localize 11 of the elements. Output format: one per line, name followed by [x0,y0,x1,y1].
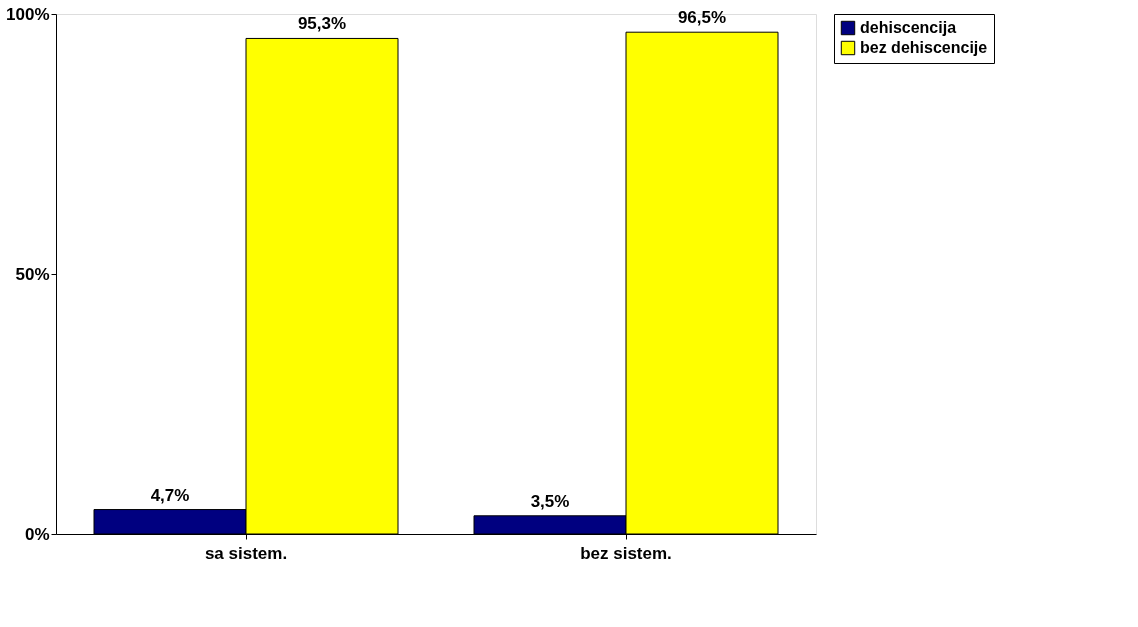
data-label: 4,7% [150,485,190,505]
data-label: 96,5% [677,8,727,28]
legend-label: bez dehiscencije [860,39,988,56]
x-tick-label: bez sistem. [580,543,672,563]
data-label: 3,5% [530,491,570,511]
y-tick-label: 50% [15,264,50,284]
y-tick-label: 0% [24,524,50,544]
legend-label: dehiscencija [860,19,957,36]
x-tick-label: sa sistem. [204,543,288,563]
data-label: 95,3% [297,14,347,34]
y-tick-label: 100% [6,4,50,24]
